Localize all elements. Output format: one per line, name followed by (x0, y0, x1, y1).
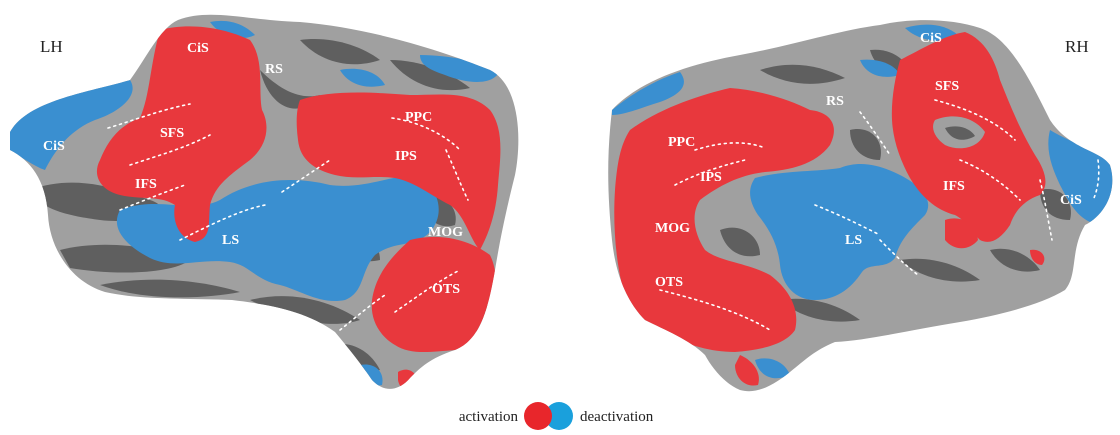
legend-deactivation-label: deactivation (580, 409, 654, 425)
left-region-label-ppc: PPC (405, 110, 432, 125)
left-region-labels: CiS RS SFS IFS LS PPC IPS MOG OTS CiS (43, 41, 463, 297)
right-region-label-sfs: SFS (935, 79, 959, 94)
left-region-label-ifs: IFS (135, 177, 157, 192)
right-region-label-cis-top: CiS (920, 31, 942, 46)
right-region-label-rs: RS (826, 94, 844, 109)
right-hemisphere-label: RH (1065, 37, 1089, 56)
left-region-label-rs: RS (265, 62, 283, 77)
legend-activation-label: activation (459, 409, 519, 425)
left-region-label-ips: IPS (395, 149, 417, 164)
right-region-label-ifs: IFS (943, 179, 965, 194)
right-cis-deactivation (1048, 130, 1113, 222)
left-hemisphere-flatmap: CiS RS SFS IFS LS PPC IPS MOG OTS CiS (10, 14, 519, 389)
legend-deactivation-swatch (545, 402, 573, 430)
left-region-label-cis-medial: CiS (43, 139, 65, 154)
left-region-label-ots: OTS (432, 282, 460, 297)
right-region-label-ips: IPS (700, 170, 722, 185)
right-region-label-ots: OTS (655, 275, 683, 290)
left-ventral-activation (371, 236, 496, 353)
right-frontal-holes (933, 116, 985, 149)
left-region-label-sfs: SFS (160, 126, 184, 141)
legend: activation deactivation (459, 402, 654, 430)
right-region-label-ppc: PPC (668, 135, 695, 150)
right-region-label-mog: MOG (655, 221, 690, 236)
left-activation-areas (96, 26, 501, 389)
right-ls-deactivation (750, 164, 929, 300)
left-region-label-cis-top: CiS (187, 41, 209, 56)
left-region-label-ls: LS (222, 233, 239, 248)
right-region-label-ls: LS (845, 233, 862, 248)
left-parietal-activation (296, 92, 501, 250)
right-region-label-cis-medial: CiS (1060, 193, 1082, 208)
left-sulcus-lines (107, 103, 469, 331)
legend-activation-swatch (524, 402, 552, 430)
left-region-label-mog: MOG (428, 225, 463, 240)
right-region-labels: CiS SFS RS PPC IPS IFS MOG LS OTS CiS (655, 31, 1082, 290)
right-hemisphere-flatmap: CiS SFS RS PPC IPS IFS MOG LS OTS CiS (608, 20, 1113, 392)
right-posterior-activation (614, 88, 834, 352)
left-frontal-activation (96, 26, 267, 242)
left-hemisphere-label: LH (40, 37, 63, 56)
right-sulcus-lines (659, 99, 1100, 331)
